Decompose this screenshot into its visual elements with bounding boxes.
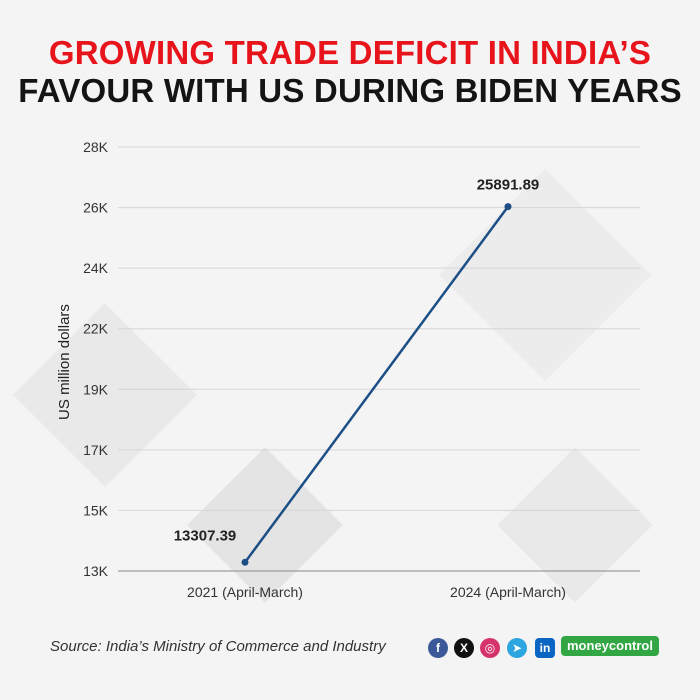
x-icon[interactable]: X — [454, 638, 474, 658]
line-chart: 13K 15K 17K 19K 22K 24K 26K 28K 2021 (April-Mar… — [56, 139, 640, 600]
x-tick-label: 2021 (April-March) — [187, 584, 303, 600]
brand-logo: moneycontrol — [561, 636, 659, 656]
series-line — [243, 205, 510, 564]
y-tick-label: 19K — [83, 381, 109, 397]
y-tick-label: 17K — [83, 442, 109, 458]
series-line-group — [241, 203, 512, 566]
chart-title-line-2: FAVOUR WITH US DURING BIDEN YEARS — [18, 72, 682, 109]
linkedin-icon[interactable]: in — [535, 638, 555, 658]
footer: Source: India’s Ministry of Commerce and… — [0, 630, 700, 666]
telegram-icon[interactable]: ➤ — [507, 638, 527, 658]
data-point — [241, 558, 249, 566]
data-label: 13307.39 — [174, 527, 237, 544]
data-label: 25891.89 — [477, 177, 540, 194]
y-tick-label: 26K — [83, 200, 109, 216]
gridlines — [118, 146, 640, 572]
y-tick-label: 15K — [83, 502, 109, 518]
y-tick-labels: 13K 15K 17K 19K 22K 24K 26K 28K — [83, 139, 109, 579]
data-labels: 13307.39 25891.89 — [174, 177, 540, 545]
facebook-icon[interactable]: f — [428, 638, 448, 658]
chart-title-line-1: GROWING TRADE DEFICIT IN INDIA’S — [48, 34, 652, 71]
instagram-icon[interactable]: ◎ — [480, 638, 500, 658]
y-tick-label: 22K — [83, 321, 109, 337]
y-tick-label: 13K — [83, 563, 109, 579]
source-note: Source: India’s Ministry of Commerce and… — [50, 638, 386, 655]
y-axis-label: US million dollars — [56, 304, 73, 420]
x-tick-label: 2024 (April-March) — [450, 584, 566, 600]
y-tick-label: 24K — [83, 260, 109, 276]
data-point — [504, 203, 512, 211]
y-tick-label: 28K — [83, 139, 109, 155]
x-tick-labels: 2021 (April-March) 2024 (April-March) — [187, 584, 566, 600]
